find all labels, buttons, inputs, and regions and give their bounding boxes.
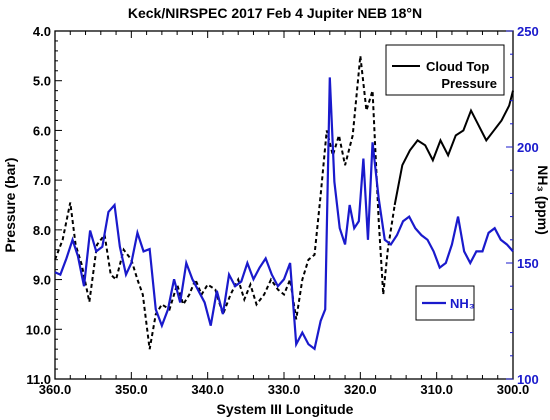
legend-label-pressure: Pressure [441, 76, 497, 91]
pressure-line-solid [393, 90, 514, 206]
y-right-tick-label: 150 [517, 256, 539, 271]
y-left-tick-label: 7.0 [33, 173, 51, 188]
y-right-tick-label: 100 [517, 372, 539, 387]
y-axis-left-title: Pressure (bar) [2, 158, 18, 253]
x-tick-label: 330.0 [268, 382, 301, 397]
legend-box-pressure [385, 44, 505, 96]
x-tick-label: 320.0 [344, 382, 377, 397]
y-right-tick-label: 200 [517, 140, 539, 155]
pressure-line-dashed [54, 55, 396, 350]
x-tick-label: 350.0 [115, 382, 148, 397]
nh3-line [54, 77, 514, 351]
x-tick-label: 300.0 [497, 382, 530, 397]
y-right-tick-label: 250 [517, 24, 539, 39]
y-left-tick-label: 6.0 [33, 123, 51, 138]
y-left-tick-label: 8.0 [33, 223, 51, 238]
y-axis-right-title: NH₃ (ppm) [535, 165, 550, 234]
y-left-tick-label: 4.0 [33, 24, 51, 39]
chart-title: Keck/NIRSPEC 2017 Feb 4 Jupiter NEB 18°N [128, 5, 422, 21]
y-left-tick-label: 11.0 [26, 372, 51, 387]
x-axis-title: System III Longitude [217, 401, 354, 417]
x-tick-label: 340.0 [191, 382, 224, 397]
y-left-tick-label: 10.0 [26, 322, 51, 337]
x-tick-label: 360.0 [39, 382, 72, 397]
legend-label-nh3: NH₃ [450, 296, 475, 311]
y-left-tick-label: 9.0 [33, 273, 51, 288]
y-left-tick-label: 5.0 [33, 74, 51, 89]
x-tick-label: 310.0 [420, 382, 453, 397]
legend-label-pressure: Cloud Top [426, 59, 489, 74]
